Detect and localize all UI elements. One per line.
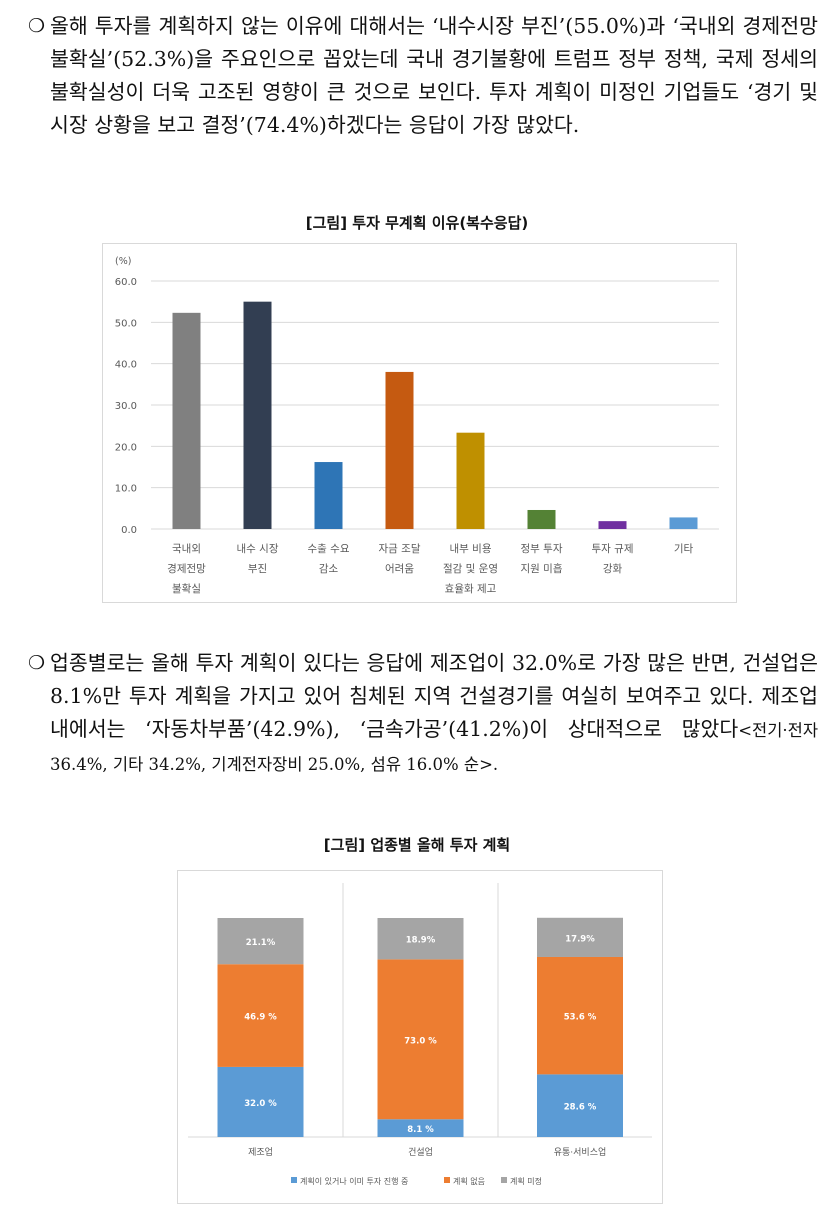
y-tick-label: 30.0: [115, 401, 137, 412]
data-label: 53.6 %: [564, 1013, 597, 1023]
bar: [598, 521, 627, 529]
paragraph-text: 업종별로는 올해 투자 계획이 있다는 응답에 제조업이 32.0%로 가장 많…: [28, 647, 818, 781]
figure1-title: [그림] 투자 무계획 이유(복수응답): [305, 214, 529, 232]
chart2-container: 32.0 % 46.9 % 21.1% 제조업 8.1 % 73.0 % 18.9% 건설업 2…: [177, 870, 663, 1204]
bar-segment: [537, 956, 623, 1075]
x-tick-label: 건설업: [408, 1147, 433, 1158]
legend-swatch: [444, 1177, 450, 1183]
legend-label: 계획 없음: [453, 1176, 485, 1186]
y-tick-label: 50.0: [115, 318, 137, 329]
data-label: 46.9 %: [244, 1013, 277, 1023]
chart1-svg: (%) 0.0 10.0 20.0 30.0 40.0 50.0 60.0 국내외경제전망불확실…: [115, 256, 719, 595]
paragraph-footnote-text: <전기·전자 36.4%, 기타 34.2%, 기계전자장비 25.0%, 섬유…: [50, 721, 818, 774]
x-tick-label: 감소: [319, 563, 339, 575]
bar: [314, 462, 343, 529]
bar-segment: [217, 1066, 304, 1137]
data-label: 32.0 %: [244, 1099, 277, 1109]
y-tick-label: 60.0: [115, 277, 137, 288]
x-tick-label: 경제전망: [167, 562, 206, 575]
paragraph-industry-plans: ❍ 업종별로는 올해 투자 계획이 있다는 응답에 제조업이 32.0%로 가장…: [28, 647, 818, 781]
x-tick-label: 정부 투자: [521, 543, 563, 555]
x-tick-label: 내수 시장: [237, 543, 279, 555]
x-tick-label: 지원 미흡: [521, 562, 563, 575]
data-label: 18.9%: [406, 936, 436, 946]
bar-segment: [217, 918, 304, 965]
bar: [385, 371, 414, 529]
bar-segment: [377, 1119, 464, 1137]
paragraph-text: 올해 투자를 계획하지 않는 이유에 대해서는 ‘내수시장 부진’(55.0%)…: [50, 14, 818, 137]
data-label: 21.1%: [246, 938, 276, 948]
data-label: 8.1 %: [407, 1125, 434, 1135]
x-tick-label: 어려움: [385, 563, 414, 575]
x-tick-label: 강화: [603, 563, 623, 575]
bar-segment: [537, 917, 623, 957]
paragraph-main-text: 업종별로는 올해 투자 계획이 있다는 응답에 제조업이 32.0%로 가장 많…: [50, 651, 818, 741]
x-tick-label: 내부 비용: [450, 543, 492, 555]
paragraph-investment-reasons: ❍ 올해 투자를 계획하지 않는 이유에 대해서는 ‘내수시장 부진’(55.0…: [28, 10, 818, 142]
x-tick-label: 국내외: [172, 543, 201, 555]
data-label: 73.0 %: [404, 1036, 437, 1046]
legend-swatch: [291, 1177, 297, 1183]
y-tick-label: 40.0: [115, 360, 137, 371]
figure2-title: [그림] 업종별 올해 투자 계획: [323, 836, 511, 854]
bullet-icon: ❍: [28, 652, 46, 674]
data-label: 17.9%: [565, 934, 595, 944]
bar-segment: [377, 918, 464, 960]
bar-segment: [377, 959, 464, 1120]
x-tick-label: 투자 규제: [592, 543, 634, 555]
bar-segment: [537, 1074, 623, 1137]
data-label: 28.6 %: [564, 1103, 597, 1113]
bar: [172, 312, 201, 529]
x-tick-label: 기타: [674, 543, 694, 555]
bar: [669, 517, 698, 529]
x-tick-label: 수출 수요: [308, 543, 350, 555]
x-tick-label: 부진: [248, 563, 267, 575]
bullet-icon: ❍: [28, 15, 46, 37]
y-unit-label: (%): [115, 256, 131, 267]
bar: [243, 301, 272, 529]
legend-label: 계획이 있거나 이미 투자 진행 중: [300, 1176, 408, 1186]
y-tick-label: 10.0: [115, 484, 137, 495]
bar-segment: [217, 964, 304, 1067]
bar: [456, 432, 485, 529]
bar: [527, 509, 556, 529]
legend-label: 계획 미정: [510, 1176, 542, 1186]
y-tick-label: 0.0: [121, 525, 137, 536]
chart2-svg: 32.0 % 46.9 % 21.1% 제조업 8.1 % 73.0 % 18.9% 건설업 2…: [188, 883, 652, 1186]
x-tick-label: 절감 및 운영: [443, 562, 498, 575]
legend-swatch: [501, 1177, 507, 1183]
x-tick-label: 자금 조달: [379, 543, 421, 555]
y-tick-label: 20.0: [115, 442, 137, 453]
x-tick-label: 제조업: [248, 1147, 273, 1158]
x-tick-label: 유통·서비스업: [554, 1147, 607, 1158]
x-tick-label: 효율화 제고: [445, 583, 497, 595]
x-tick-label: 불확실: [172, 582, 201, 595]
